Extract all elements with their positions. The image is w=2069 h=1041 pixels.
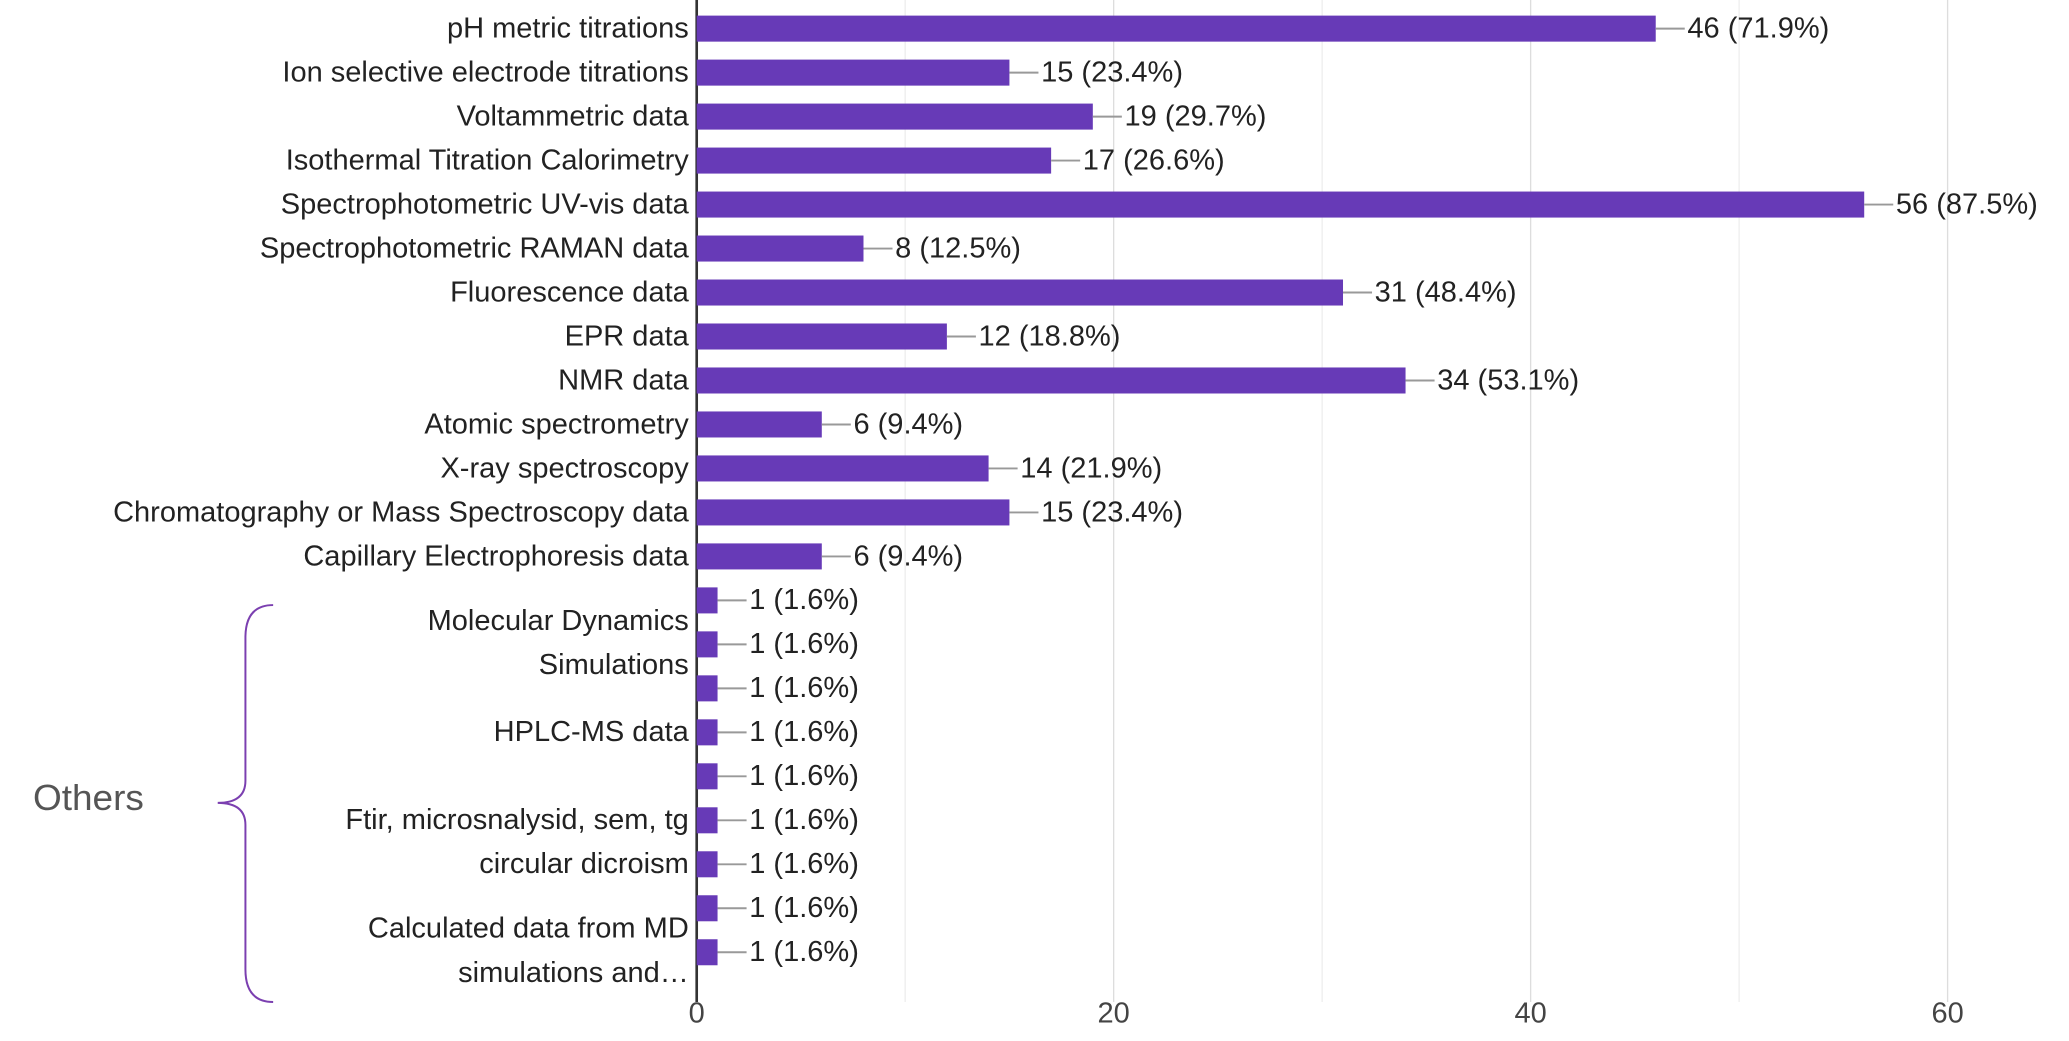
y-tick-label: Simulations [539, 649, 689, 681]
value-label: 1 (1.6%) [749, 804, 859, 836]
value-label: 8 (12.5%) [895, 233, 1021, 265]
y-tick-label: Isothermal Titration Calorimetry [286, 145, 690, 177]
x-tick-label: 0 [689, 998, 705, 1030]
value-label: 56 (87.5%) [1896, 189, 2038, 221]
value-label: 6 (9.4%) [853, 409, 963, 441]
value-label: 1 (1.6%) [749, 848, 859, 880]
y-tick-label: Ftir, microsnalysid, sem, tg [345, 804, 688, 836]
bar [696, 851, 718, 878]
value-label: 15 (23.4%) [1041, 496, 1183, 528]
value-label: 15 (23.4%) [1041, 57, 1183, 89]
value-label: 34 (53.1%) [1437, 365, 1579, 397]
y-tick-label: Spectrophotometric RAMAN data [260, 233, 690, 265]
y-tick-label: pH metric titrations [447, 13, 689, 45]
bar [696, 587, 718, 614]
x-tick-label: 20 [1098, 998, 1130, 1030]
bar [696, 191, 1865, 218]
bar [696, 279, 1344, 306]
y-tick-label: Fluorescence data [450, 277, 690, 309]
bar [696, 59, 1010, 86]
value-label: 31 (48.4%) [1375, 277, 1517, 309]
y-tick-label: NMR data [558, 365, 690, 397]
bar [696, 235, 864, 262]
y-tick-label: Calculated data from MD [368, 913, 689, 945]
value-label: 1 (1.6%) [749, 628, 859, 660]
bar [696, 895, 718, 922]
value-label: 46 (71.9%) [1687, 13, 1829, 45]
y-tick-label: Chromatography or Mass Spectroscopy data [113, 496, 690, 528]
bar [696, 543, 822, 570]
bar [696, 367, 1406, 394]
value-label: 1 (1.6%) [749, 584, 859, 616]
value-label: 17 (26.6%) [1083, 145, 1225, 177]
y-tick-label: EPR data [565, 321, 690, 353]
bar [696, 411, 822, 438]
bar [696, 675, 718, 702]
value-label: 19 (29.7%) [1124, 101, 1266, 133]
x-tick-label: 60 [1931, 998, 1963, 1030]
bar [696, 103, 1093, 130]
y-tick-label: Atomic spectrometry [424, 409, 689, 441]
value-label: 1 (1.6%) [749, 936, 859, 968]
value-label: 1 (1.6%) [749, 760, 859, 792]
bar [696, 147, 1052, 174]
y-tick-label: simulations and… [458, 957, 689, 989]
bar [696, 763, 718, 790]
bar [696, 631, 718, 658]
y-tick-label: Molecular Dynamics [428, 605, 689, 637]
value-label: 12 (18.8%) [979, 321, 1121, 353]
value-label: 6 (9.4%) [853, 540, 963, 572]
bar [696, 807, 718, 834]
bar [696, 15, 1656, 42]
y-tick-label: Capillary Electrophoresis data [303, 540, 689, 572]
y-tick-label: X-ray spectroscopy [440, 452, 689, 484]
x-tick-label: 40 [1514, 998, 1546, 1030]
bar [696, 939, 718, 966]
bar [696, 455, 989, 482]
y-tick-label: Voltammetric data [457, 101, 690, 133]
others-brace [217, 604, 274, 1003]
y-tick-label: HPLC-MS data [494, 716, 690, 748]
value-label: 1 (1.6%) [749, 716, 859, 748]
y-tick-label: Ion selective electrode titrations [282, 57, 688, 89]
value-label: 14 (21.9%) [1020, 452, 1162, 484]
annotation: Others [33, 777, 144, 818]
y-tick-label: circular dicroism [479, 848, 689, 880]
value-label: 1 (1.6%) [749, 892, 859, 924]
bar [696, 719, 718, 746]
y-tick-label: Spectrophotometric UV-vis data [281, 189, 690, 221]
value-label: 1 (1.6%) [749, 672, 859, 704]
bar [696, 499, 1010, 526]
bar [696, 323, 947, 350]
